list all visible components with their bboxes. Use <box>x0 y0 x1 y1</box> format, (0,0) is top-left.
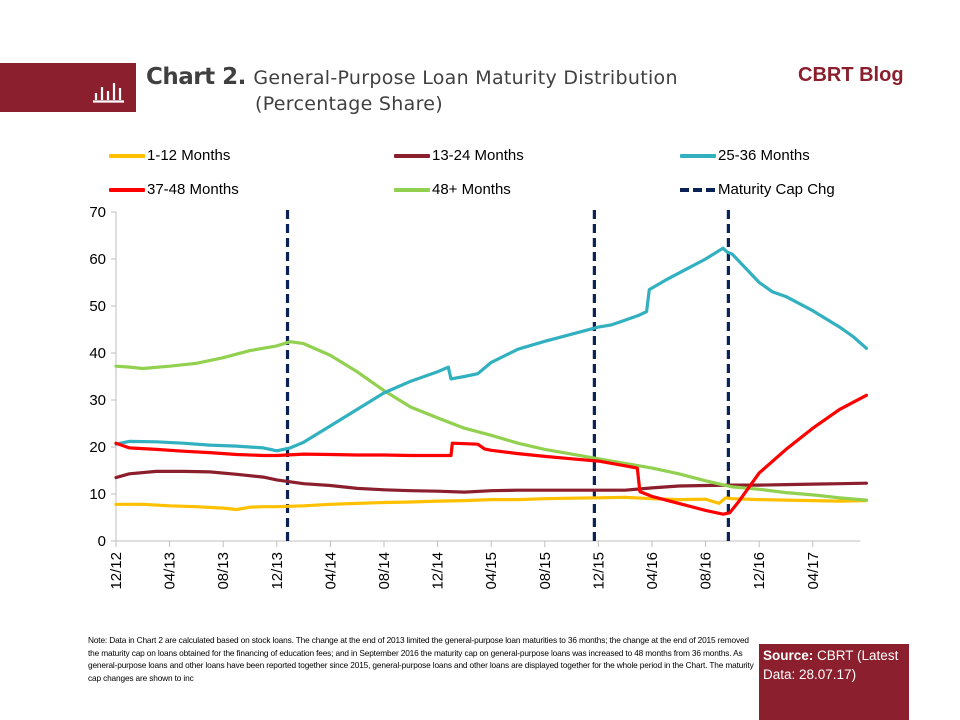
x-tick-label: 12/15 <box>590 552 607 590</box>
legend-label: 13-24 Months <box>432 147 524 164</box>
series-line-m37-48 <box>114 393 869 516</box>
source-label: Source: <box>763 648 814 663</box>
legend-item-13-24-months: 13-24 Months <box>394 147 524 164</box>
x-tick-label: 12/14 <box>430 552 447 590</box>
legend-label: 1-12 Months <box>147 147 231 164</box>
series-line-m1-12 <box>114 495 869 512</box>
source-text: CBRT (Latest Data: 28.07.17) <box>763 648 899 682</box>
x-tick-label: 08/16 <box>698 552 715 590</box>
chart-title-line2: (Percentage Share) <box>255 93 443 115</box>
y-tick-label: 30 <box>89 392 106 409</box>
y-tick-label: 50 <box>89 298 106 315</box>
legend-swatch-37-48-months <box>109 187 145 192</box>
x-tick-label: 04/14 <box>322 552 339 590</box>
series-line-m25-36 <box>114 246 869 453</box>
legend-label: Maturity Cap Chg <box>718 181 835 198</box>
y-tick-label: 20 <box>89 439 106 456</box>
legend-label: 25-36 Months <box>718 147 810 164</box>
x-tick-label: 08/13 <box>215 552 232 590</box>
legend-swatch-13-24-months <box>394 153 430 158</box>
legend-swatch-25-36-months <box>680 153 716 158</box>
chart-title: Chart 2. General-Purpose Loan Maturity D… <box>146 64 678 90</box>
series-line-m13-24 <box>114 469 869 494</box>
legend-label: 37-48 Months <box>147 181 239 198</box>
x-tick-label: 12/16 <box>751 552 768 590</box>
x-tick-label: 04/15 <box>483 552 500 590</box>
legend-item-1-12-months: 1-12 Months <box>109 147 230 164</box>
bar-chart-icon <box>93 83 124 103</box>
y-tick-label: 40 <box>89 345 106 362</box>
legend-item-48-plus-months: 48+ Months <box>394 181 511 198</box>
legend-swatch-1-12-months <box>109 153 145 158</box>
x-tick-label: 04/13 <box>162 552 179 590</box>
x-tick-label: 04/17 <box>805 552 822 590</box>
y-tick-label: 70 <box>89 204 106 221</box>
x-tick-label: 04/16 <box>644 552 661 590</box>
legend-item-37-48-months: 37-48 Months <box>109 181 239 198</box>
chart-title-line1: General-Purpose Loan Maturity Distributi… <box>253 67 678 89</box>
y-tick-label: 60 <box>89 251 106 268</box>
x-tick-label: 12/12 <box>108 552 125 590</box>
source-box: Source: CBRT (Latest Data: 28.07.17) <box>759 644 909 720</box>
legend-item-maturity-cap-chg: Maturity Cap Chg <box>680 181 835 198</box>
legend-label: 48+ Months <box>432 181 511 198</box>
x-tick-label: 08/14 <box>376 552 393 590</box>
y-tick-label: 0 <box>98 533 106 550</box>
legend-swatch-maturity-cap-chg <box>680 187 716 192</box>
chart-note: Note: Data in Chart 2 are calculated bas… <box>88 635 754 683</box>
y-tick-label: 10 <box>89 486 106 503</box>
x-tick-label: 12/13 <box>269 552 286 590</box>
x-tick-label: 08/15 <box>537 552 554 590</box>
chart-number: Chart 2. <box>146 64 246 90</box>
brand-label: CBRT Blog <box>798 64 904 86</box>
legend-swatch-48-plus-months <box>394 187 430 192</box>
legend-item-25-36-months: 25-36 Months <box>680 147 810 164</box>
series-line-m48p <box>114 340 869 502</box>
